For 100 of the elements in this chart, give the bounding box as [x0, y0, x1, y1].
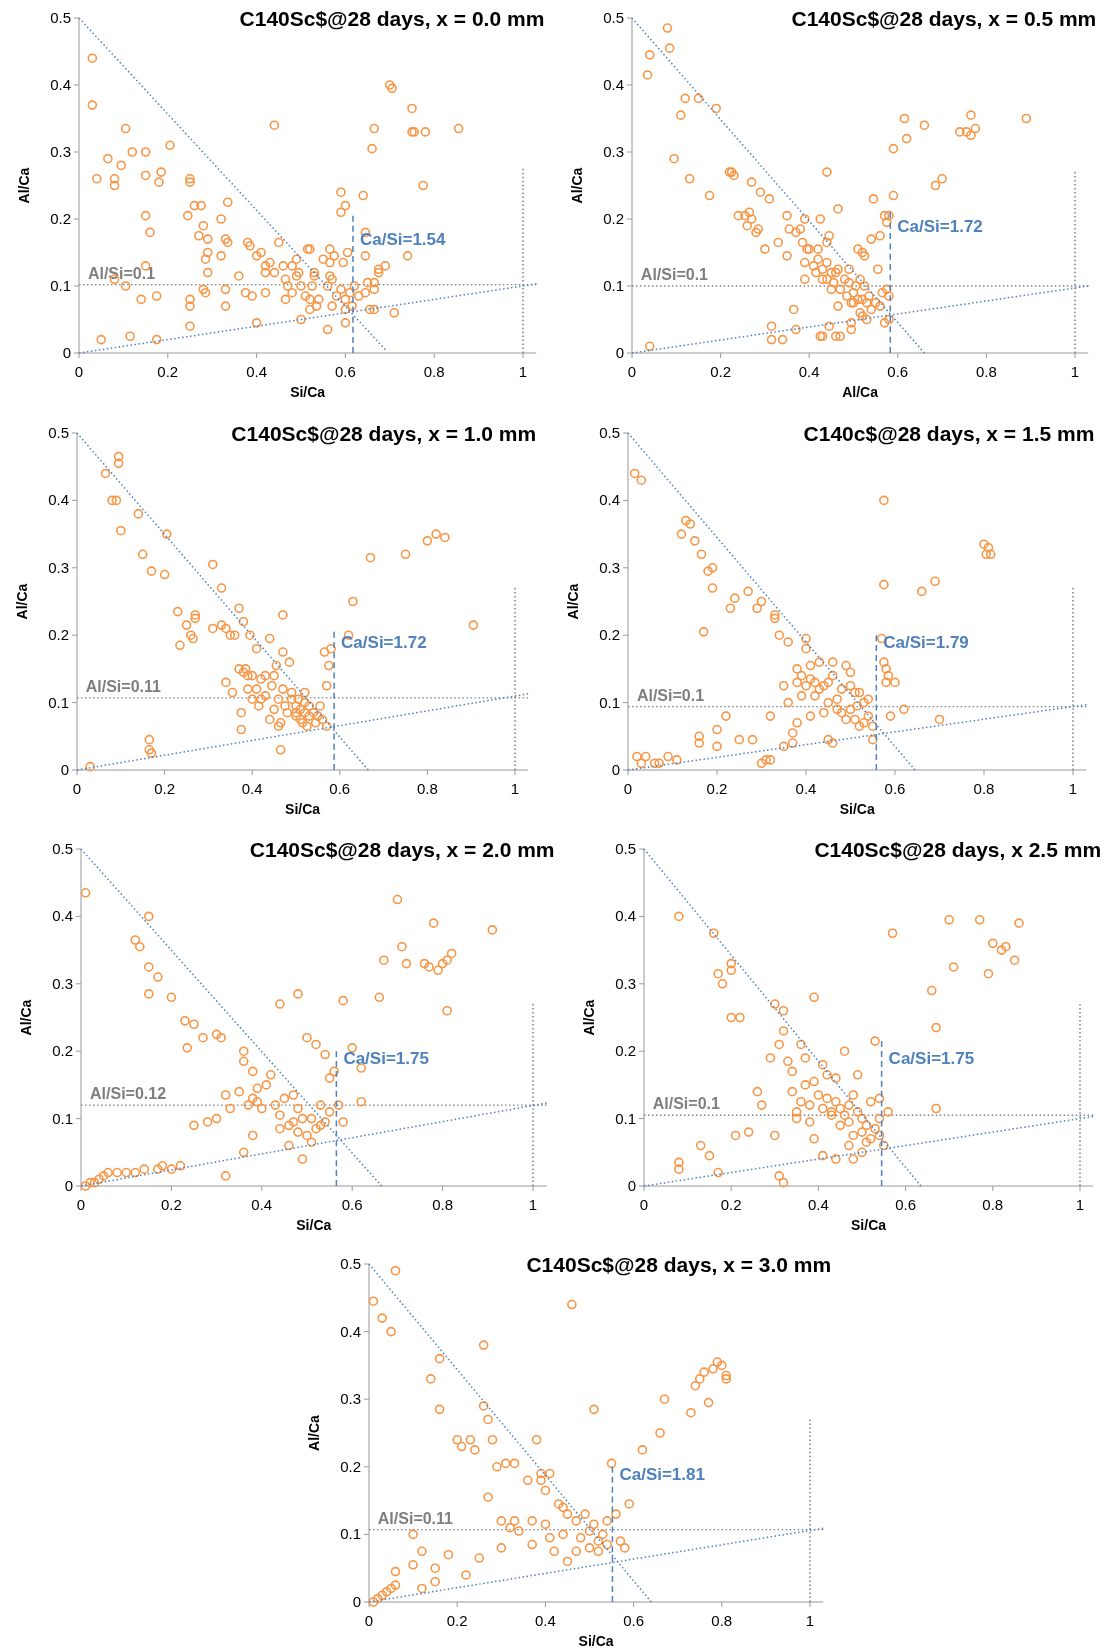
y-axis-title: Al/Ca [18, 999, 34, 1036]
x-tick-label: 0.2 [720, 1196, 742, 1213]
ref-line-label: Al/Si=0.1 [87, 264, 156, 282]
y-tick-label: 0.3 [340, 1390, 361, 1408]
x-tick-label: 0.4 [251, 1196, 273, 1213]
y-tick-label: 0.3 [50, 143, 71, 160]
y-tick-label: 0.5 [340, 1255, 361, 1272]
chart-title: C140c$@28 days, x = 1.5 mm [803, 422, 1095, 445]
x-axis-title: Si/Ca [851, 1217, 887, 1233]
y-tick-label: 0.5 [48, 424, 69, 441]
y-tick-label: 0.2 [52, 1042, 73, 1060]
x-axis-title: Si/Ca [290, 384, 326, 400]
y-tick-label: 0 [352, 1593, 361, 1610]
x-tick-label: 0.8 [423, 363, 445, 380]
y-tick-label: 0.2 [48, 626, 69, 644]
y-tick-label: 0.5 [599, 424, 620, 441]
ref-line-label: Al/Si=0.11 [85, 677, 162, 695]
x-tick-label: 0.4 [534, 1612, 556, 1629]
y-tick-label: 0.3 [615, 974, 636, 992]
x-tick-label: 0.8 [982, 1196, 1004, 1213]
x-tick-label: 0.6 [884, 780, 906, 797]
x-tick-label: 0.6 [329, 780, 351, 797]
x-tick-label: 0.6 [895, 1196, 917, 1213]
y-axis-title: Al/Ca [569, 167, 585, 204]
chart-title: C140Sc$@28 days, x = 3.0 mm [526, 1253, 832, 1276]
x-tick-label: 0.2 [710, 363, 732, 380]
x-tick-label: 0.2 [157, 363, 179, 380]
x-tick-label: 0.4 [795, 780, 817, 797]
y-tick-label: 0.5 [603, 9, 624, 26]
chart-title: C140Sc$@28 days, x 2.5 mm [814, 838, 1102, 861]
x-tick-label: 1 [805, 1612, 815, 1629]
x-tick-label: 0.6 [887, 363, 909, 380]
y-tick-label: 0.1 [599, 693, 620, 711]
x-axis-title: Si/Ca [285, 801, 321, 817]
y-tick-label: 0.2 [615, 1042, 636, 1060]
y-tick-label: 0.3 [603, 143, 624, 160]
annotation: Ca/Si=1.72 [897, 216, 983, 236]
x-tick-label: 0.4 [807, 1196, 829, 1213]
x-axis-title: Al/Ca [842, 384, 879, 400]
y-tick-label: 0.2 [340, 1457, 361, 1475]
y-tick-label: 0.4 [615, 907, 636, 925]
x-tick-label: 0.2 [706, 780, 728, 797]
ref-line-label: Al/Si=0.12 [90, 1085, 167, 1103]
x-tick-label: 0 [639, 1196, 649, 1213]
chart-title: C140Sc$@28 days, x = 2.0 mm [249, 838, 555, 861]
y-axis-title: Al/Ca [14, 583, 30, 620]
x-tick-label: 1 [1070, 363, 1080, 380]
y-tick-label: 0.3 [48, 558, 69, 576]
annotation: Ca/Si=1.81 [619, 1464, 705, 1484]
x-tick-label: 0.2 [446, 1612, 468, 1629]
y-tick-label: 0.3 [52, 974, 73, 992]
y-tick-label: 0.4 [340, 1322, 361, 1340]
y-tick-label: 0 [62, 344, 71, 361]
y-axis-title: Al/Ca [16, 167, 32, 204]
y-tick-label: 0.1 [48, 693, 69, 711]
y-tick-label: 0.1 [603, 277, 624, 294]
x-tick-label: 0.6 [334, 363, 356, 380]
annotation: Ca/Si=1.75 [888, 1048, 975, 1068]
chart-title: C140Sc$@28 days, x = 0.5 mm [791, 7, 1097, 30]
y-axis-title: Al/Ca [565, 583, 581, 620]
x-tick-label: 0.2 [160, 1196, 182, 1213]
annotation: Ca/Si=1.72 [341, 632, 427, 652]
y-tick-label: 0.5 [52, 840, 73, 857]
y-tick-label: 0.4 [599, 491, 620, 509]
x-tick-label: 0.4 [246, 363, 268, 380]
y-tick-label: 0.1 [52, 1109, 73, 1127]
y-tick-label: 0.4 [48, 491, 69, 509]
ref-line-label: Al/Si=0.11 [377, 1509, 454, 1527]
y-tick-label: 0.3 [599, 558, 620, 576]
x-tick-label: 1 [528, 1196, 538, 1213]
y-tick-label: 0 [615, 344, 624, 361]
x-tick-label: 0.8 [975, 363, 997, 380]
x-tick-label: 0.4 [241, 780, 263, 797]
y-tick-label: 0.2 [599, 626, 620, 644]
y-tick-label: 0 [64, 1177, 73, 1194]
ref-line-label: Al/Si=0.1 [640, 266, 709, 283]
y-tick-label: 0 [60, 761, 69, 778]
x-tick-label: 1 [510, 780, 520, 797]
x-tick-label: 0.8 [432, 1196, 454, 1213]
x-tick-label: 0 [76, 1196, 86, 1213]
ref-line-label: Al/Si=0.1 [652, 1095, 720, 1113]
y-tick-label: 0 [627, 1177, 636, 1194]
x-tick-label: 1 [518, 363, 528, 380]
x-tick-label: 0.4 [798, 363, 820, 380]
y-tick-label: 0.1 [615, 1109, 636, 1127]
y-tick-label: 0.4 [603, 76, 624, 93]
ref-line-label: Al/Si=0.1 [636, 686, 705, 704]
y-tick-label: 0.5 [50, 9, 71, 26]
x-tick-label: 0.6 [341, 1196, 363, 1213]
y-tick-label: 0.1 [340, 1525, 361, 1543]
x-tick-label: 0.8 [416, 780, 438, 797]
x-tick-label: 0 [364, 1612, 374, 1629]
x-tick-label: 0.8 [973, 780, 995, 797]
annotation: Ca/Si=1.54 [359, 230, 447, 250]
x-axis-title: Si/Ca [839, 801, 875, 817]
y-tick-label: 0.4 [50, 76, 71, 93]
y-tick-label: 0.2 [50, 210, 71, 227]
x-tick-label: 0.8 [711, 1612, 733, 1629]
chart-title: C140Sc$@28 days, x = 1.0 mm [231, 422, 537, 445]
annotation: Ca/Si=1.79 [883, 632, 969, 652]
